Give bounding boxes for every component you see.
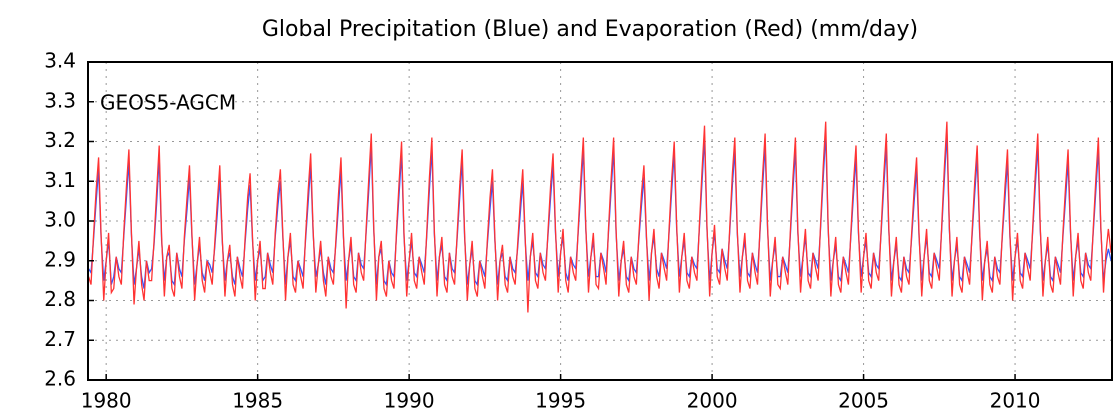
x-tick-label: 2005 [838, 389, 889, 413]
x-tick-label: 1980 [81, 389, 132, 413]
annotation: GEOS5-AGCM [100, 91, 236, 115]
x-tick-label: 1995 [535, 389, 586, 413]
x-tick-label: 2010 [990, 389, 1041, 413]
y-tick-label: 3.1 [44, 168, 76, 192]
y-tick-label: 2.7 [44, 327, 76, 351]
plot-area [88, 121, 1112, 313]
y-tick-label: 3.0 [44, 208, 76, 232]
x-tick-label: 2000 [687, 389, 738, 413]
y-tick-label: 3.4 [44, 49, 76, 73]
x-tick-label: 1990 [384, 389, 435, 413]
y-tick-label: 3.2 [44, 128, 76, 152]
y-tick-label: 3.3 [44, 88, 76, 112]
grid [88, 61, 1112, 381]
series-line [88, 121, 1112, 313]
y-tick-label: 2.6 [44, 367, 76, 391]
y-tick-label: 2.8 [44, 287, 76, 311]
y-tick-label: 2.9 [44, 247, 76, 271]
chart-title: Global Precipitation (Blue) and Evaporat… [262, 17, 918, 42]
x-tick-label: 1985 [232, 389, 283, 413]
